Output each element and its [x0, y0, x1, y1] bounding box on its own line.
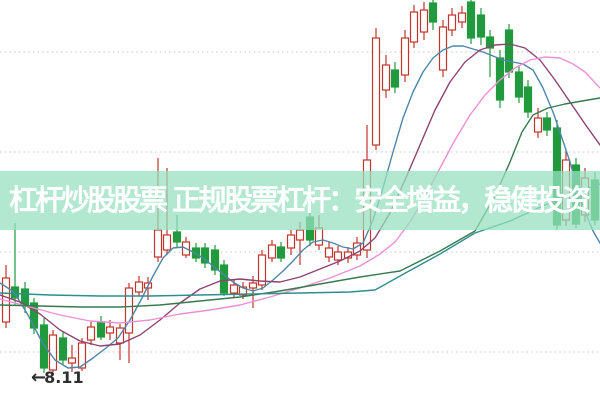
candle-body: [86, 326, 96, 341]
candle-body: [466, 1, 476, 39]
candle-body: [447, 14, 457, 31]
candle-body: [286, 234, 296, 249]
candle-body: [124, 287, 134, 334]
headline-text: 杠杆炒股股票 正规股票杠杆：安全增益，稳健投资: [9, 183, 591, 217]
low-price-label: 8.11: [44, 368, 84, 387]
low-price-annotation: ← 8.11: [31, 367, 84, 388]
candle-body: [324, 247, 334, 258]
candle-body: [476, 14, 486, 38]
candle-body: [495, 57, 505, 101]
candle-body: [371, 37, 381, 146]
headline-banner: 杠杆炒股股票 正规股票杠杆：安全增益，稳健投资: [0, 171, 600, 230]
candle-body: [314, 227, 324, 246]
candle-body: [428, 2, 438, 23]
candle-body: [48, 334, 58, 371]
candle-body: [229, 284, 239, 294]
candle-body: [39, 324, 49, 369]
candle-body: [533, 117, 543, 133]
candle-body: [381, 64, 391, 91]
candle-body: [153, 229, 163, 258]
candle-body: [457, 12, 467, 23]
candle-body: [20, 288, 30, 306]
candle-body: [210, 249, 220, 271]
candle-body: [267, 244, 277, 259]
candle-body: [504, 29, 514, 73]
candle-body: [162, 234, 172, 251]
candle-body: [105, 326, 115, 334]
candle-body: [58, 337, 68, 361]
candle-body: [134, 281, 144, 293]
candle-body: [67, 357, 77, 364]
ma-mid-purple-line: [0, 43, 600, 347]
ma-long-green-line: [0, 97, 600, 308]
candle-body: [295, 229, 305, 241]
candle-body: [257, 254, 267, 286]
candle-body: [219, 264, 229, 294]
candle-body: [238, 286, 248, 296]
candle-body: [333, 251, 343, 261]
ma-slow-pink-line: [0, 56, 600, 324]
candle-body: [409, 11, 419, 43]
candle-body: [523, 86, 533, 113]
candle-body: [542, 117, 552, 131]
candle-body: [419, 9, 429, 33]
candle-body: [400, 37, 410, 76]
candle-body: [248, 282, 258, 289]
left-arrow-icon: ←: [31, 367, 46, 388]
candle-body: [514, 71, 524, 98]
candle-body: [172, 231, 182, 243]
candle-body: [390, 69, 400, 88]
candle-body: [77, 342, 87, 369]
candle-body: [96, 321, 106, 338]
ma-fast-blue-line: [0, 45, 600, 369]
candle-body: [276, 246, 286, 259]
candle-body: [485, 36, 495, 49]
candle-body: [200, 247, 210, 264]
